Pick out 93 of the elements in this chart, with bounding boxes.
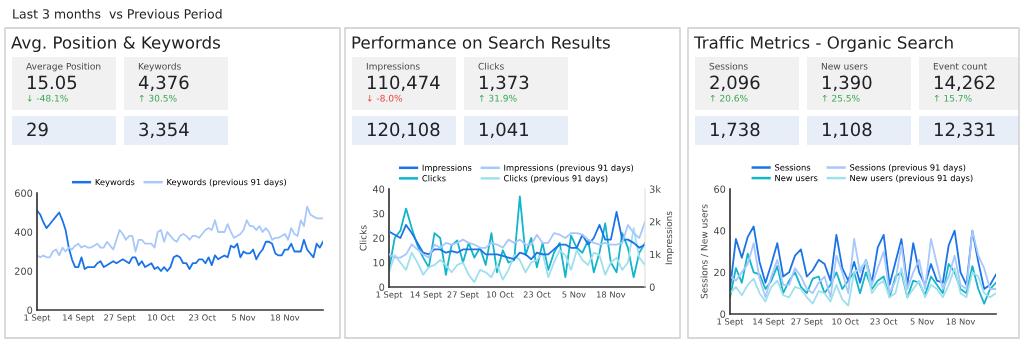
legend-label: Impressions (previous 91 days) [504,164,634,173]
text: 3,354 [139,122,189,139]
text: ↓ -8.0% [367,94,403,102]
y-tick-label: 0 [379,283,385,291]
x-tick-label: 10 Oct [148,314,175,321]
text: ↑ 15.7% [934,94,972,102]
line-series [730,252,996,305]
text: 14,262 [934,75,995,92]
y-axis-title: Clicks [359,225,367,251]
text: 15.05 [27,75,77,90]
y2-axis-title: Impressions [665,211,674,265]
y-tick-label: 10 [373,258,385,267]
text: Traffic Metrics - Organic Search [693,35,953,53]
y2-tick-label: 2k [649,217,661,226]
x-tick-label: 5 Nov [562,291,586,298]
x-tick-label: 14 Sept [753,318,785,327]
x-tick-label: 23 Oct [189,314,216,321]
line-series [389,210,645,261]
x-tick-label: 10 Oct [832,318,859,325]
x-tick-label: 5 Nov [232,314,256,321]
text: ↑ 20.6% [710,94,748,102]
x-tick-label: 27 Sept [447,291,479,300]
text: 1,041 [479,122,529,139]
text: New users [821,62,868,70]
y-tick-label: 0 [27,306,33,314]
line-series [730,225,996,290]
legend-label: Impressions [422,164,472,173]
text: 4,376 [138,75,189,92]
text: Sessions [709,62,748,70]
legend-label: New users (previous 91 days) [850,174,973,183]
x-tick-label: 27 Sept [791,318,823,327]
y2-tick-label: 3k [649,185,661,193]
legend-label: Sessions [775,164,811,171]
y-tick-label: 0 [720,310,726,318]
line-series [389,227,645,284]
legend-label: Clicks [422,174,446,182]
text: 29 [27,122,48,137]
text: Average Position [26,62,101,72]
y-tick-label: 60 [714,185,726,193]
y2-tick-label: 0 [649,283,655,291]
line-series [389,195,645,279]
x-tick-label: 14 Sept [410,291,442,300]
x-tick-label: 23 Oct [523,291,551,298]
y-tick-label: 200 [14,267,33,275]
y-tick-label: 30 [373,209,385,218]
x-tick-label: 18 Nov [946,318,976,325]
x-tick-label: 23 Oct [870,318,898,325]
text: 110,474 [367,75,440,92]
x-tick-label: 27 Sept [104,314,136,323]
x-tick-label: 1 Sept [717,318,744,327]
line-series [730,261,996,307]
text: Performance on Search Results [352,35,610,49]
y-axis-title: Sessions / New users [700,204,709,299]
line-series [37,205,323,259]
y-tick-label: 400 [14,228,33,236]
legend-label: Clicks (previous 91 days) [503,174,608,184]
x-tick-label: 5 Nov [910,318,934,325]
text: 1,390 [822,75,872,92]
y-tick-label: 20 [714,268,726,277]
text: ↑ 25.5% [822,94,860,102]
y-tick-label: 600 [14,189,33,197]
legend-label: Keywords (previous 91 days) [167,178,287,187]
x-tick-label: 1 Sept [24,314,51,323]
text: 120,108 [367,122,440,139]
text: Clicks [478,62,504,70]
text: ↑ 31.9% [479,94,517,102]
text: 1,373 [479,75,529,92]
text: ↑ 30.5% [139,94,177,102]
text: 12,331 [934,122,995,139]
legend-label: New users [775,174,818,182]
line-series [37,209,323,272]
y-tick-label: 40 [713,227,726,235]
text: 1,108 [822,122,872,139]
y-tick-label: 20 [373,234,385,242]
text: Avg. Position & Keywords [11,35,220,53]
text: ↓ -48.1% [27,94,68,102]
x-tick-label: 10 Oct [487,291,514,298]
line-series [389,220,645,259]
line-series [730,229,996,299]
legend-label: Keywords [95,178,135,187]
x-tick-label: 1 Sept [376,291,403,300]
text: Impressions [366,62,420,72]
x-tick-label: 18 Nov [271,314,300,321]
x-tick-label: 18 Nov [597,291,626,298]
text: 2,096 [710,75,760,92]
y2-tick-label: 1k [650,250,661,259]
text: Keywords [138,62,181,72]
text: 1,738 [710,122,760,139]
text: Event count [933,62,987,70]
legend-label: Sessions (previous 91 days) [850,164,966,173]
x-tick-label: 14 Sept [63,314,95,323]
text: Last 3 months vs Previous Period [13,8,222,19]
y-tick-label: 40 [372,185,385,193]
